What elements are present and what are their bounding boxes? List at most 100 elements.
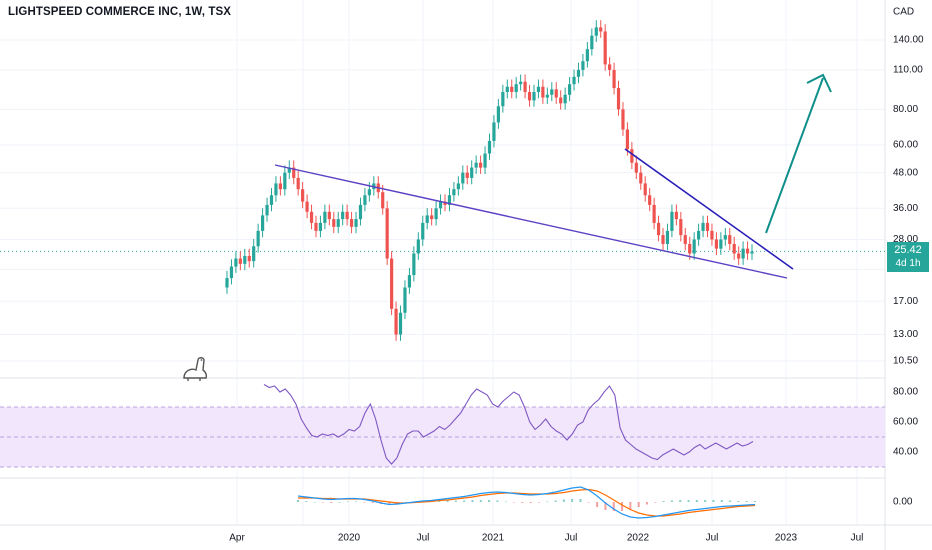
candle-body — [412, 253, 416, 276]
candle-body — [474, 162, 478, 168]
candle-body — [407, 275, 412, 288]
macd-histogram-bar — [695, 500, 698, 502]
macd-histogram-bar — [338, 502, 341, 503]
candle-body — [737, 253, 741, 259]
candle-body — [425, 215, 429, 223]
candle-body — [670, 211, 674, 231]
candle-body — [652, 204, 656, 223]
candle-body — [550, 89, 554, 95]
candle-body — [496, 106, 500, 123]
candle-body — [416, 239, 420, 254]
candle-body — [585, 49, 589, 62]
candle-body — [612, 69, 616, 89]
candle-body — [719, 239, 723, 249]
price-tick-label: 48.00 — [893, 167, 918, 178]
candle-body — [274, 183, 278, 196]
candle-body — [665, 230, 670, 244]
candle-body — [554, 89, 558, 98]
candle-body — [656, 222, 661, 236]
macd-histogram-bar — [670, 500, 673, 502]
macd-histogram-bar — [529, 502, 532, 503]
candle-body — [519, 81, 523, 85]
rsi-tick-label: 60.00 — [893, 417, 918, 428]
macd-histogram-bar — [479, 500, 482, 502]
candle-body — [461, 172, 465, 184]
macd-histogram-bar — [355, 501, 358, 503]
time-tick-label: Jul — [417, 533, 430, 544]
candle-body — [536, 86, 541, 93]
candle-body — [301, 189, 305, 202]
candle-body — [385, 208, 389, 259]
macd-histogram-bar — [637, 502, 640, 507]
macd-histogram-bar — [712, 500, 715, 502]
candle-body — [305, 201, 309, 212]
macd-histogram-bar — [438, 501, 441, 502]
macd-histogram-bar — [687, 500, 690, 502]
macd-histogram-bar — [446, 500, 449, 502]
candle-body — [639, 172, 643, 184]
candle-body — [616, 88, 621, 110]
candle-body — [705, 222, 710, 231]
macd-histogram-bar — [363, 502, 366, 503]
candle-body — [621, 109, 625, 130]
candle-body — [278, 183, 282, 190]
candle-body — [403, 287, 407, 313]
candle-body — [421, 222, 425, 240]
candle-body — [354, 219, 358, 227]
price-tick-label: 13.00 — [893, 329, 918, 340]
candle-body — [634, 162, 638, 173]
candle-body — [309, 211, 314, 223]
macd-histogram-bar — [554, 500, 557, 502]
macd-histogram-bar — [679, 500, 682, 502]
drawings-layer[interactable] — [274, 73, 832, 279]
candle-body — [398, 312, 403, 335]
bar-countdown: 4d 1h — [895, 258, 921, 269]
candle-body — [229, 266, 234, 279]
macd-histogram-bar — [546, 501, 549, 503]
candle-body — [710, 230, 714, 240]
macd-histogram-bar — [745, 501, 748, 502]
time-tick-label: 2020 — [338, 533, 361, 544]
rsi-band — [0, 406, 885, 468]
time-tick-label: Jul — [565, 533, 578, 544]
candle-body — [714, 239, 719, 249]
macd-histogram-bar — [629, 502, 632, 510]
price-axis[interactable]: CAD 140.00 110.00 80.00 60.00 48.00 36.00 28.00… — [893, 7, 924, 508]
macd-histogram-bar — [662, 501, 665, 502]
upper-trendline — [624, 148, 794, 270]
price-tick-label: 17.00 — [893, 296, 918, 307]
time-axis[interactable]: Apr 2020 Jul 2021 Jul 2022 Jul 2023 Jul — [229, 533, 863, 544]
candle-body — [247, 255, 251, 262]
macd-histogram-bar — [645, 502, 648, 505]
candle-body — [514, 84, 518, 93]
macd-histogram-bar — [729, 500, 732, 502]
candle-body — [349, 219, 354, 227]
candle-body — [576, 69, 581, 77]
price-tick-label: 110.00 — [893, 65, 923, 76]
projection-arrow — [765, 77, 824, 234]
rsi-line — [263, 384, 754, 465]
candle-body — [590, 35, 594, 50]
dino-logo-icon — [183, 357, 208, 381]
candle-body — [487, 140, 492, 154]
macd-histogram-bar — [754, 501, 756, 502]
candle-body — [483, 153, 487, 168]
candle-body — [683, 235, 687, 244]
lower-trendline — [274, 164, 788, 279]
candle-body — [479, 162, 483, 168]
macd-histogram-bar — [571, 499, 574, 502]
macd-histogram-bar — [737, 501, 740, 502]
candle-body — [238, 258, 242, 264]
candle-body — [318, 222, 323, 231]
candle-body — [381, 192, 385, 209]
candle-body — [323, 211, 327, 223]
macd-histogram-bar — [562, 499, 565, 502]
macd-histogram-bar — [313, 502, 316, 503]
price-tick-label: 10.50 — [893, 356, 918, 367]
macd-histogram-bar — [471, 500, 474, 502]
candle-body — [581, 61, 585, 70]
macd-histogram-bar — [388, 502, 391, 505]
candle-body — [527, 92, 532, 101]
candlestick-series — [225, 20, 754, 341]
